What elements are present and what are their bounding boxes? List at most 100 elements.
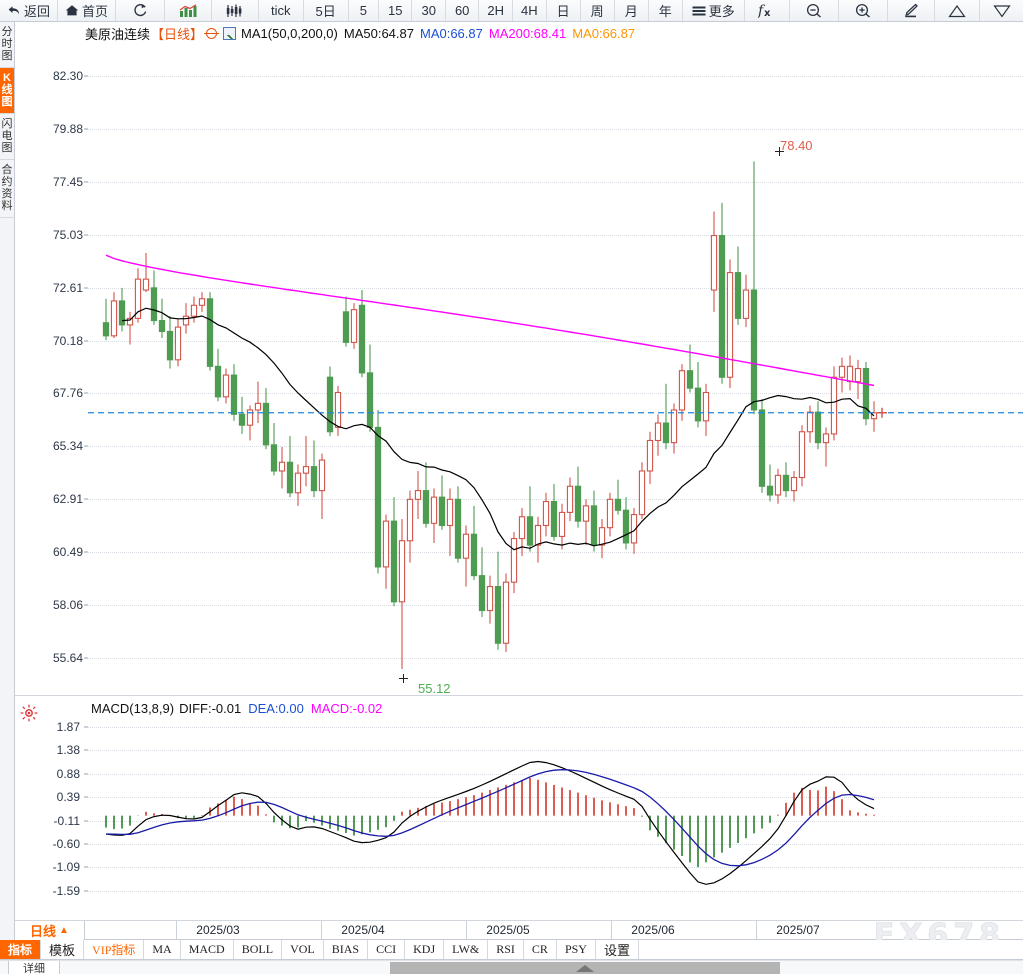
period-2h-button[interactable]: 2H (479, 0, 514, 21)
indicator-item-rsi[interactable]: RSI (488, 940, 524, 959)
period-4h-label: 4H (521, 3, 538, 18)
indicator-item-psy[interactable]: PSY (557, 940, 596, 959)
scrollbar-grip-icon[interactable] (576, 965, 594, 972)
price-chart-panel[interactable]: 美原油连续 【日线】 MA1(50,0,200,0) MA50:64.87 MA… (15, 22, 1023, 696)
sun-icon[interactable] (20, 704, 38, 722)
period-month-button[interactable]: 月 (615, 0, 649, 21)
ma0-orange-value: MA0:66.87 (572, 25, 636, 41)
indicator-bar-filler (639, 940, 1023, 959)
period-60-label: 60 (454, 3, 470, 18)
price-y-tick (84, 234, 88, 236)
period-day-button[interactable]: 日 (547, 0, 581, 21)
up-triangle-button[interactable] (935, 0, 980, 21)
candle-chart-button[interactable] (212, 0, 260, 21)
refresh-button[interactable] (116, 0, 166, 21)
sidebar-label-kline: K线图 (1, 72, 13, 108)
price-y-tick (84, 128, 88, 130)
indicator-item-template[interactable]: 模板 (41, 940, 85, 959)
period-week-button[interactable]: 周 (581, 0, 615, 21)
period-tag-label: 日线 (30, 924, 57, 939)
indicator-item-cr[interactable]: CR (524, 940, 557, 959)
macd-name: MACD(13,8,9) (91, 700, 175, 716)
period-5-label: 5 (359, 3, 367, 18)
candlestick-svg (88, 161, 1023, 669)
price-gridline (88, 234, 1023, 236)
price-gridline (88, 499, 1023, 501)
price-gridline (88, 604, 1023, 606)
indicator-item-kdj[interactable]: KDJ (405, 940, 445, 959)
x-axis-separator (466, 921, 467, 940)
macd-gridline (88, 844, 1023, 846)
indicator-item-indicators[interactable]: 指标 (0, 940, 42, 959)
fx-icon: f x (758, 3, 776, 18)
price-y-tick (84, 181, 88, 183)
price-y-tick-label: 79.88 (52, 122, 83, 137)
period-60-button[interactable]: 60 (446, 0, 480, 21)
indicator-item-label: MA (152, 942, 172, 956)
period-30-button[interactable]: 30 (412, 0, 446, 21)
back-button[interactable]: 返回 (0, 0, 59, 21)
macd-y-tick-label: 1.38 (56, 743, 80, 758)
price-y-tick-label: 82.30 (52, 69, 83, 84)
indicator-item-bias[interactable]: BIAS (324, 940, 369, 959)
period-15-button[interactable]: 15 (379, 0, 413, 21)
indicator-item-cci[interactable]: CCI (368, 940, 406, 959)
sidebar-label-contract-info: 合约资料 (1, 164, 13, 212)
indicator-thumbnail-icon[interactable] (223, 26, 237, 40)
indicator-item-vol[interactable]: VOL (282, 940, 324, 959)
sidebar-item-kline[interactable]: K线图 (0, 68, 14, 114)
refresh-icon (132, 3, 148, 18)
price-y-tick-label: 77.45 (52, 175, 83, 190)
macd-plot-area[interactable] (88, 697, 1023, 920)
indicator-item-settings[interactable]: 设置 (596, 940, 639, 959)
indicator-item-lwr[interactable]: LW& (444, 940, 489, 959)
indicator-item-macd[interactable]: MACD (181, 940, 234, 959)
down-triangle-button[interactable] (980, 0, 1023, 21)
x-axis-tick-label: 2025/04 (341, 923, 385, 937)
period-2h-label: 2H (487, 3, 505, 18)
zoom-in-button[interactable] (839, 0, 888, 21)
triangle-up-small-icon: ▲ (59, 925, 69, 936)
back-label: 返回 (24, 4, 51, 19)
5day-label: 5日 (315, 4, 336, 19)
period-week-label: 周 (590, 4, 604, 19)
indicator-item-boll[interactable]: BOLL (234, 940, 283, 959)
formula-button[interactable]: f x (745, 0, 790, 21)
sidebar-item-contract-info[interactable]: 合约资料 (0, 160, 14, 218)
trend-chart-button[interactable] (165, 0, 213, 21)
minus-circle-icon[interactable] (204, 27, 220, 39)
more-button[interactable]: 更多 (683, 0, 745, 21)
low-price-annotation: 55.12 (418, 681, 451, 696)
draw-button[interactable] (888, 0, 935, 21)
zoom-out-button[interactable] (790, 0, 839, 21)
top-toolbar: 返回 首页 (0, 0, 1023, 22)
price-y-tick (84, 392, 88, 394)
triangle-up-icon (948, 4, 966, 18)
indicator-item-ma[interactable]: MA (144, 940, 181, 959)
price-gridline (88, 76, 1023, 78)
price-y-tick-label: 55.64 (52, 650, 83, 665)
price-y-tick (84, 604, 88, 606)
macd-y-tick (84, 773, 88, 775)
price-plot-area[interactable] (88, 22, 1023, 695)
period-year-button[interactable]: 年 (649, 0, 683, 21)
sidebar-item-timeshare[interactable]: 分时图 (0, 22, 14, 68)
5day-button[interactable]: 5日 (304, 0, 349, 21)
detail-tab[interactable]: 详细 (8, 961, 60, 974)
ma200-value: MA200:68.41 (488, 25, 567, 41)
price-y-tick-label: 70.18 (52, 333, 83, 348)
price-y-tick-label: 72.61 (52, 280, 83, 295)
period-5-button[interactable]: 5 (349, 0, 379, 21)
indicator-item-label: VOL (290, 942, 315, 956)
indicator-item-vip-indicators[interactable]: VIP指标 (84, 940, 145, 959)
tick-button[interactable]: tick (259, 0, 304, 21)
home-button[interactable]: 首页 (58, 0, 117, 21)
triangle-down-icon (993, 4, 1011, 18)
sidebar-item-lightning[interactable]: 闪电图 (0, 114, 14, 160)
period-4h-button[interactable]: 4H (513, 0, 547, 21)
tick-label: tick (271, 3, 291, 18)
macd-panel[interactable]: MACD(13,8,9) DIFF:-0.01 DEA:0.00 MACD:-0… (15, 697, 1023, 921)
period-selector-tag[interactable]: 日线 ▲ (15, 921, 85, 940)
horizontal-scrollbar[interactable] (390, 962, 780, 974)
bar-chart-icon (179, 3, 197, 18)
